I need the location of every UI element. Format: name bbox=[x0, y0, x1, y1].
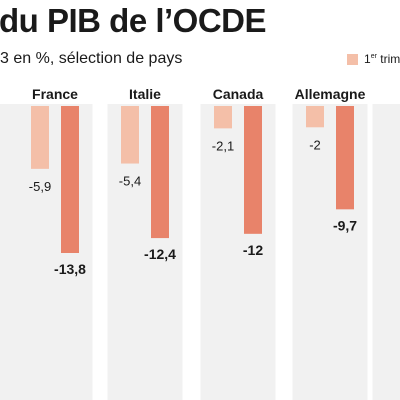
category-label-france: France bbox=[32, 86, 78, 102]
panel-e bbox=[372, 104, 400, 400]
legend: 1er trim bbox=[347, 52, 400, 66]
value-label-q2-france: -13,8 bbox=[54, 261, 86, 277]
value-label-q1-canada: -2,1 bbox=[212, 138, 234, 153]
bar-q2-italie bbox=[151, 106, 169, 239]
bar-q1-france bbox=[31, 106, 49, 169]
bar-q2-allemagne bbox=[336, 106, 354, 210]
legend-swatch-q1 bbox=[347, 53, 358, 65]
panel-france bbox=[17, 104, 93, 400]
value-label-q1-allemagne: -2 bbox=[309, 137, 321, 152]
panel-i bbox=[0, 104, 18, 400]
value-label-q1-italie: -5,4 bbox=[119, 174, 141, 189]
bar-q1-italie bbox=[121, 106, 139, 164]
value-label-q2-canada: -12 bbox=[243, 242, 263, 258]
value-label-q2-italie: -12,4 bbox=[144, 246, 176, 262]
panel-italie bbox=[107, 104, 183, 400]
category-label-allemagne: Allemagne bbox=[295, 86, 366, 102]
value-label-q1-france: -5,9 bbox=[29, 179, 51, 194]
bar-q2-france bbox=[61, 106, 79, 253]
legend-label-q1: 1er trim bbox=[364, 52, 400, 66]
bar-q2-canada bbox=[244, 106, 262, 234]
chart-title: du PIB de l’OCDE bbox=[0, 2, 267, 39]
category-label-canada: Canada bbox=[213, 86, 264, 102]
panel-allemagne bbox=[292, 104, 368, 400]
panel-canada bbox=[200, 104, 276, 400]
category-label-italie: Italie bbox=[129, 86, 161, 102]
bar-q1-allemagne bbox=[306, 106, 324, 128]
value-label-q2-allemagne: -9,7 bbox=[333, 217, 357, 233]
chart-subtitle: 3 en %, sélection de pays bbox=[0, 50, 183, 67]
bar-q1-canada bbox=[214, 106, 232, 129]
